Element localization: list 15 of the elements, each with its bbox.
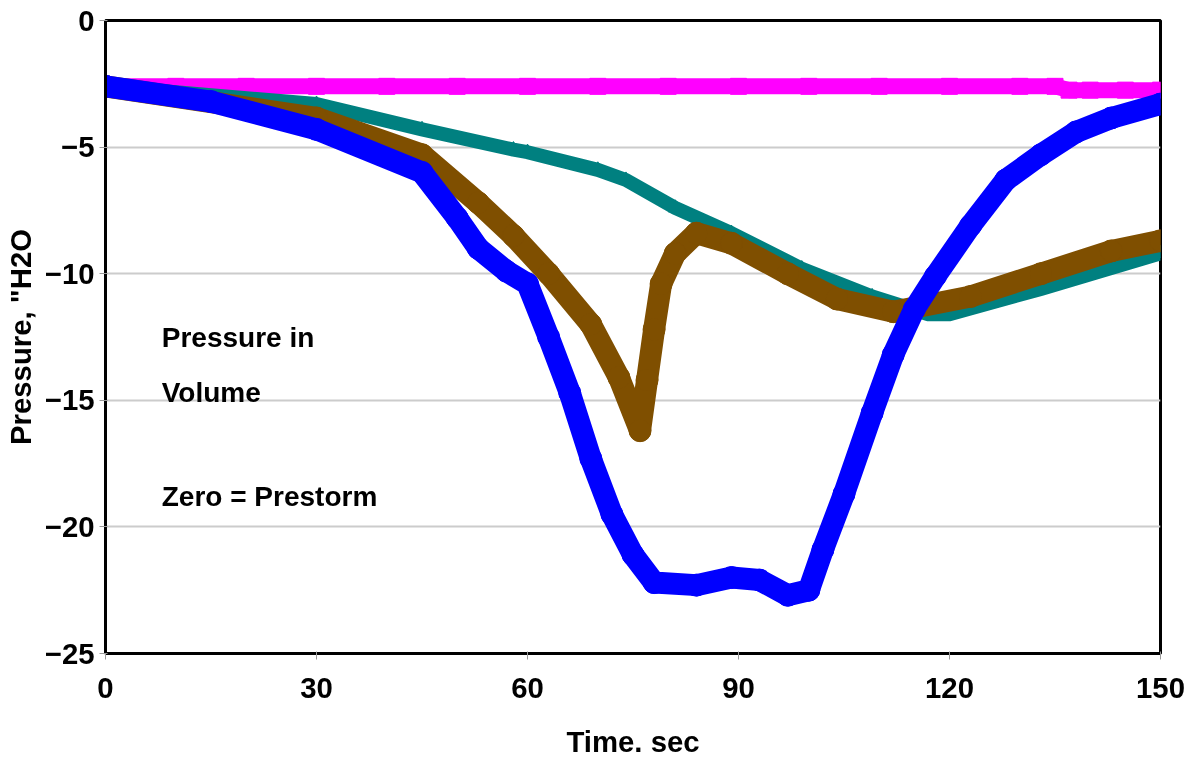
x-tick-label: 150 bbox=[1136, 670, 1185, 704]
x-tick-label: 60 bbox=[511, 670, 544, 704]
x-tick-label: 120 bbox=[925, 670, 974, 704]
y-axis-title: Pressure, "H2O bbox=[3, 228, 37, 446]
annotation: Zero = Prestorm bbox=[161, 481, 378, 513]
x-tick-label: 90 bbox=[722, 670, 755, 704]
y-tick-label: −20 bbox=[44, 509, 95, 543]
y-tick-label: −5 bbox=[61, 130, 95, 164]
y-tick-label: 0 bbox=[78, 3, 95, 37]
x-tick-label: 30 bbox=[300, 670, 333, 704]
annotation: Pressure in Volume bbox=[161, 321, 315, 409]
y-tick-label: −15 bbox=[44, 383, 95, 417]
x-axis-title: Time. sec bbox=[566, 724, 700, 758]
y-tick-label: −10 bbox=[44, 256, 95, 290]
y-tick-label: −25 bbox=[44, 636, 95, 670]
